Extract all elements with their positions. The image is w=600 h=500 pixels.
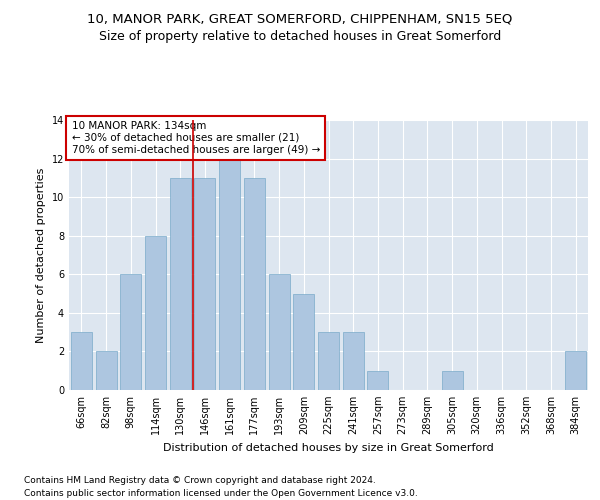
Bar: [95, 352, 116, 390]
Text: Contains HM Land Registry data © Crown copyright and database right 2024.: Contains HM Land Registry data © Crown c…: [24, 476, 376, 485]
Bar: [318, 332, 339, 390]
Bar: [269, 274, 290, 390]
Text: 10, MANOR PARK, GREAT SOMERFORD, CHIPPENHAM, SN15 5EQ: 10, MANOR PARK, GREAT SOMERFORD, CHIPPEN…: [88, 12, 512, 26]
Bar: [565, 352, 586, 390]
Bar: [244, 178, 265, 390]
Bar: [120, 274, 141, 390]
Bar: [145, 236, 166, 390]
Bar: [170, 178, 191, 390]
Bar: [343, 332, 364, 390]
Bar: [194, 178, 215, 390]
Bar: [367, 370, 388, 390]
Bar: [219, 158, 240, 390]
Bar: [442, 370, 463, 390]
Text: Contains public sector information licensed under the Open Government Licence v3: Contains public sector information licen…: [24, 489, 418, 498]
Text: Size of property relative to detached houses in Great Somerford: Size of property relative to detached ho…: [99, 30, 501, 43]
Y-axis label: Number of detached properties: Number of detached properties: [36, 168, 46, 342]
Text: 10 MANOR PARK: 134sqm
← 30% of detached houses are smaller (21)
70% of semi-deta: 10 MANOR PARK: 134sqm ← 30% of detached …: [71, 122, 320, 154]
Bar: [293, 294, 314, 390]
X-axis label: Distribution of detached houses by size in Great Somerford: Distribution of detached houses by size …: [163, 442, 494, 452]
Bar: [71, 332, 92, 390]
